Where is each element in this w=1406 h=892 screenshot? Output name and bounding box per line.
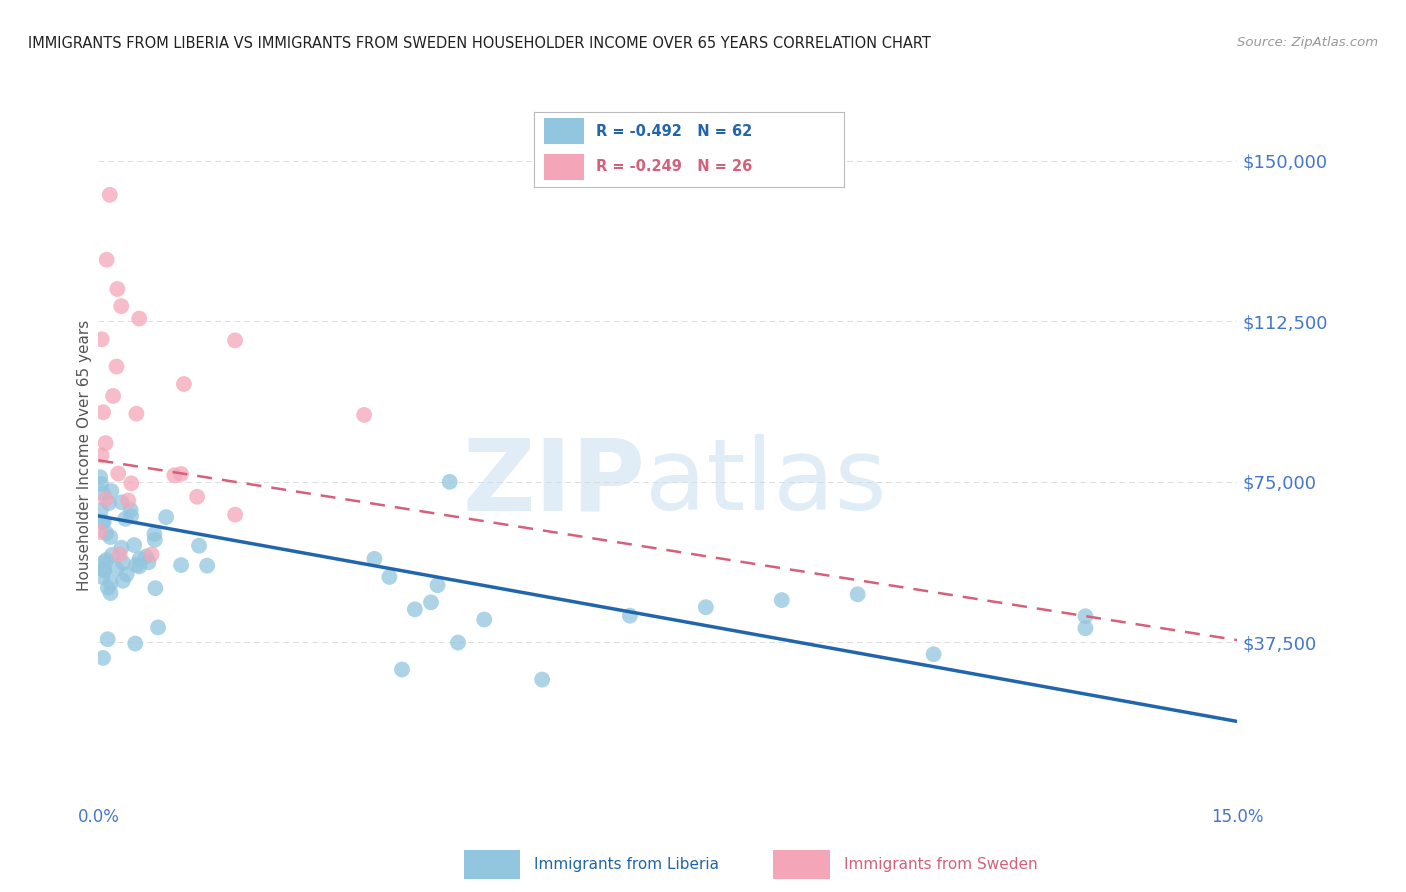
Point	[846, 587, 869, 601]
Point	[224, 508, 246, 522]
Point	[143, 527, 166, 541]
Bar	[544, 154, 583, 179]
Point	[90, 332, 112, 346]
Point	[90, 477, 112, 491]
Point	[114, 512, 136, 526]
Point	[472, 613, 495, 627]
Point	[101, 548, 124, 562]
Point	[107, 282, 129, 296]
Point	[128, 559, 150, 574]
Point	[186, 490, 208, 504]
Point	[100, 586, 122, 600]
Point	[120, 509, 142, 524]
Point	[108, 548, 131, 562]
Point	[93, 515, 115, 529]
Point	[195, 558, 218, 573]
Point	[378, 570, 401, 584]
Point	[125, 558, 148, 572]
Point	[163, 468, 186, 483]
Point	[98, 530, 121, 544]
Point	[117, 493, 139, 508]
Text: Source: ZipAtlas.com: Source: ZipAtlas.com	[1237, 36, 1378, 49]
Point	[141, 548, 163, 562]
Point	[110, 541, 132, 555]
Point	[170, 558, 193, 573]
Point	[91, 486, 114, 500]
Point	[120, 503, 142, 517]
Point	[93, 562, 115, 576]
Point	[97, 632, 120, 647]
Point	[122, 538, 145, 552]
Y-axis label: Householder Income Over 65 years: Householder Income Over 65 years	[77, 319, 91, 591]
Point	[97, 496, 120, 510]
Point	[107, 467, 129, 481]
Point	[125, 407, 148, 421]
Text: ZIP: ZIP	[463, 434, 645, 532]
Point	[439, 475, 461, 489]
Point	[426, 578, 449, 592]
Point	[770, 593, 793, 607]
Text: atlas: atlas	[645, 434, 887, 532]
Bar	[544, 119, 583, 145]
Point	[173, 377, 195, 392]
Point	[128, 552, 150, 566]
Point	[91, 515, 114, 529]
Point	[91, 405, 114, 419]
Point	[120, 476, 142, 491]
Point	[404, 602, 426, 616]
Point	[94, 436, 117, 450]
Point	[105, 562, 128, 576]
Point	[922, 647, 945, 661]
Point	[110, 495, 132, 509]
Point	[420, 595, 443, 609]
Point	[115, 567, 138, 582]
Point	[353, 408, 375, 422]
Point	[155, 510, 177, 524]
Point	[96, 526, 118, 541]
Point	[90, 503, 112, 517]
Text: Immigrants from Sweden: Immigrants from Sweden	[844, 857, 1038, 871]
Text: IMMIGRANTS FROM LIBERIA VS IMMIGRANTS FROM SWEDEN HOUSEHOLDER INCOME OVER 65 YEA: IMMIGRANTS FROM LIBERIA VS IMMIGRANTS FR…	[28, 36, 931, 51]
Point	[89, 470, 111, 484]
Point	[96, 553, 118, 567]
Point	[94, 492, 117, 507]
Point	[170, 467, 193, 481]
Point	[98, 187, 121, 202]
Point	[1074, 609, 1097, 624]
Point	[531, 673, 554, 687]
Point	[224, 334, 246, 348]
Point	[93, 555, 115, 569]
Point	[101, 389, 124, 403]
Point	[138, 555, 160, 569]
Point	[619, 608, 641, 623]
Point	[695, 600, 717, 615]
Point	[93, 564, 115, 578]
Point	[96, 252, 118, 267]
Point	[110, 299, 132, 313]
Point	[111, 574, 134, 588]
Point	[89, 524, 111, 539]
Point	[145, 581, 167, 595]
Point	[188, 539, 211, 553]
Point	[91, 651, 114, 665]
Point	[146, 620, 169, 634]
Point	[124, 636, 146, 650]
Point	[91, 570, 114, 584]
Point	[90, 449, 112, 463]
Point	[112, 556, 135, 570]
Point	[128, 311, 150, 326]
Text: R = -0.492   N = 62: R = -0.492 N = 62	[596, 124, 752, 139]
Point	[135, 549, 157, 564]
Text: R = -0.249   N = 26: R = -0.249 N = 26	[596, 160, 752, 174]
Point	[363, 552, 385, 566]
Point	[100, 484, 122, 499]
Point	[97, 581, 120, 595]
Point	[143, 533, 166, 547]
Text: Immigrants from Liberia: Immigrants from Liberia	[534, 857, 720, 871]
Point	[100, 576, 122, 591]
Point	[105, 359, 128, 374]
Point	[391, 663, 413, 677]
Point	[447, 635, 470, 649]
Point	[1074, 621, 1097, 635]
